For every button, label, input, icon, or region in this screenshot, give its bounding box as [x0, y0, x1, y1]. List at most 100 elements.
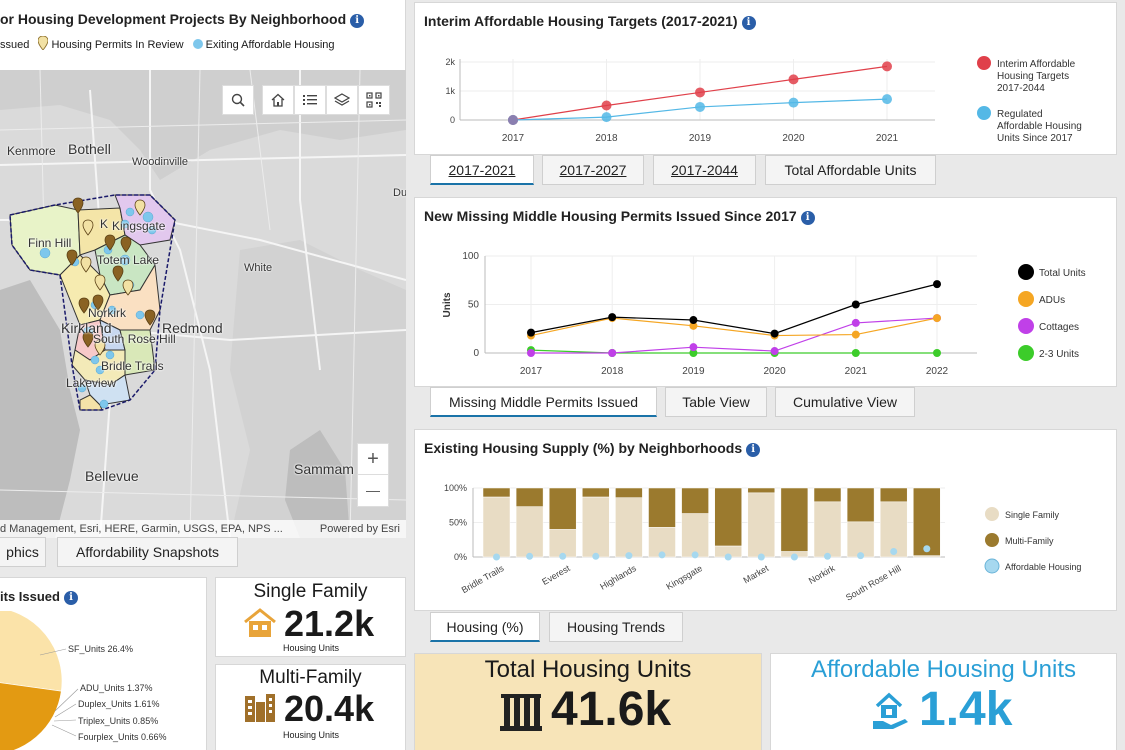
targets-title: Interim Affordable Housing Targets (2017… [424, 13, 756, 30]
kpi-single-family-title: Single Family [253, 581, 368, 602]
kpi-single-family-value: 21.2k [284, 603, 375, 644]
map-label-sammamish: Sammam [294, 461, 354, 477]
tab-table-view[interactable]: Table View [665, 387, 767, 417]
map-label-du: Du [393, 187, 406, 199]
pin-icon [38, 35, 49, 51]
map-label-kingsgate: Kingsgate [112, 219, 166, 233]
bar-multi-family [515, 487, 544, 507]
tab-housing-percent[interactable]: Housing (%) [430, 612, 540, 642]
pie-chart [0, 611, 79, 750]
series-line [531, 317, 938, 354]
affordable-point [526, 552, 534, 560]
bar-single-family [615, 497, 643, 558]
x-tick-label: 2017 [520, 366, 543, 377]
bar-multi-family [615, 487, 643, 498]
pie-title: its Issued i [0, 589, 78, 605]
info-icon[interactable]: i [63, 591, 78, 605]
bar-single-family [515, 506, 544, 558]
info-icon[interactable]: i [741, 16, 756, 30]
x-tick-label: 2021 [876, 133, 899, 144]
tab-graphics[interactable]: phics [0, 537, 46, 567]
zoom-in-button[interactable]: + [358, 444, 388, 475]
bar-multi-family [714, 487, 742, 547]
home-button[interactable] [262, 85, 294, 115]
kpi-single-family-unit: Housing Units [282, 643, 340, 653]
pie-label-adu: ADU_Units 1.37% [80, 683, 153, 693]
tab-2017-2021[interactable]: 2017-2021 [430, 155, 534, 185]
map-label-white: White [244, 262, 273, 274]
x-tick-label: Everest [540, 563, 572, 587]
x-tick-label: South Rose Hill [844, 563, 903, 603]
powered-by-link[interactable]: Powered by Esri [319, 523, 400, 535]
y-tick-label: 100% [444, 483, 467, 493]
legend-label: ADUs [1039, 295, 1065, 306]
tab-cumulative-view[interactable]: Cumulative View [775, 387, 915, 417]
tab-2017-2044[interactable]: 2017-2044 [653, 155, 756, 185]
tab-housing-trends[interactable]: Housing Trends [549, 612, 683, 642]
legend-label: Affordable Housing [997, 121, 1082, 132]
bar-multi-family [846, 487, 875, 523]
bar-single-family [681, 513, 709, 558]
pie-label-fourplex: Fourplex_Units 0.66% [78, 732, 167, 742]
data-point [882, 94, 892, 105]
data-point [608, 349, 617, 357]
search-button[interactable] [222, 85, 254, 115]
affordable-point [691, 551, 699, 559]
tab-total-affordable-units[interactable]: Total Affordable Units [765, 155, 936, 185]
series-line [530, 283, 938, 335]
bar-multi-family [582, 487, 610, 498]
affordable-point [790, 553, 798, 561]
data-point [788, 74, 799, 85]
map-label-woodinville: Woodinville [132, 156, 189, 168]
bar-multi-family [780, 487, 809, 552]
layers-icon [334, 93, 350, 106]
map-label-kenmore: Kenmore [7, 144, 56, 158]
tab-2017-2027[interactable]: 2017-2027 [542, 155, 644, 185]
map-label-bridle-trails: Bridle Trails [101, 359, 164, 373]
qr-button[interactable] [358, 85, 390, 115]
leader-line [51, 724, 77, 737]
affordable-point [757, 553, 765, 561]
bar-single-family [846, 521, 875, 558]
list-button[interactable] [294, 85, 326, 115]
affordable-point [857, 552, 865, 560]
x-tick-label: Kingsgate [664, 563, 704, 592]
missing-middle-panel: New Missing Middle Housing Permits Issue… [414, 197, 1117, 387]
data-point [527, 328, 535, 337]
legend-label: Total Units [1039, 268, 1086, 279]
info-icon[interactable]: i [800, 211, 815, 225]
data-point [508, 115, 518, 125]
data-point [933, 314, 941, 323]
bar-single-family [879, 501, 908, 558]
tab-affordability-snapshots[interactable]: Affordability Snapshots [57, 537, 238, 567]
zoom-out-button[interactable]: — [366, 482, 380, 498]
data-point [689, 343, 698, 352]
affordable-point [824, 552, 831, 560]
kpi-affordable-value: 1.4k [919, 683, 1013, 736]
map-label-lakeview: Lakeview [66, 376, 117, 390]
affordable-point [592, 552, 600, 560]
x-tick-label: 2017 [502, 133, 525, 144]
info-icon[interactable]: i [746, 443, 761, 457]
affordable-point [724, 553, 732, 561]
map-label-k: K [100, 217, 109, 231]
map-canvas[interactable]: Kenmore Bothell Woodinville Du Finn Hill… [0, 70, 406, 538]
affordable-point [923, 545, 931, 553]
kpi-total-title: Total Housing Units [484, 656, 692, 683]
bar-multi-family [913, 487, 941, 556]
y-tick-label: 50% [449, 518, 467, 528]
legend-label: Interim Affordable [997, 59, 1076, 70]
pie-slice [0, 682, 62, 750]
affordable-point [658, 551, 666, 559]
map-label-redmond: Redmond [162, 320, 223, 336]
legend-swatch [985, 533, 999, 547]
info-icon[interactable]: i [350, 14, 365, 28]
legend-label: 2-3 Units [1039, 349, 1079, 360]
x-tick-label: Bridle Trails [460, 563, 506, 595]
tab-missing-middle-permits-issued[interactable]: Missing Middle Permits Issued [430, 387, 657, 417]
legend-swatch [1018, 264, 1034, 280]
building-icon [500, 694, 542, 731]
data-point [851, 349, 860, 357]
legend-swatch [1018, 345, 1034, 361]
layers-button[interactable] [326, 85, 358, 115]
